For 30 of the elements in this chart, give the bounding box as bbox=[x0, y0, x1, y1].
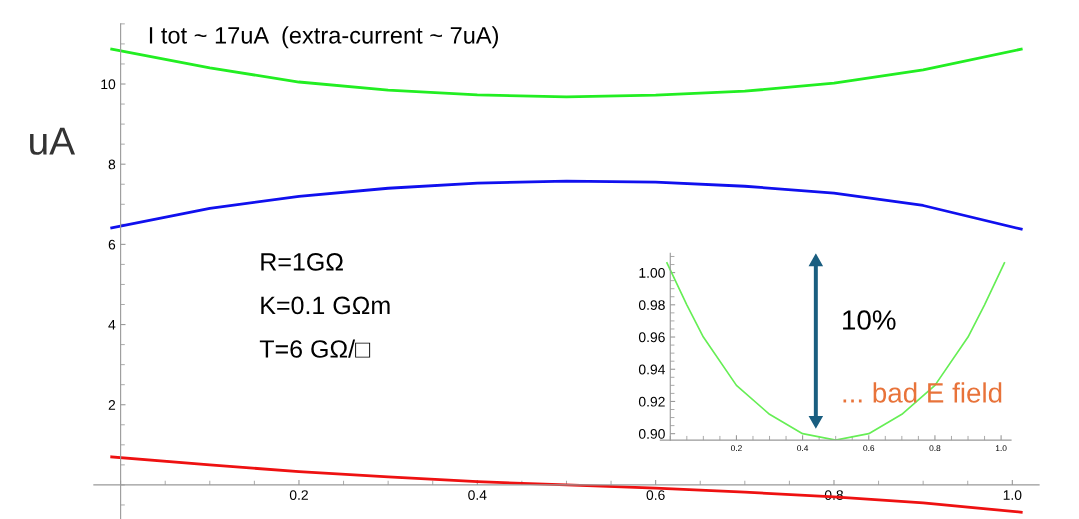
x-tick-label: 0.4 bbox=[468, 490, 487, 500]
line-series bbox=[666, 262, 1006, 441]
x-tick-label: 0.8 bbox=[929, 445, 941, 452]
y-tick-label: 0.92 bbox=[638, 396, 665, 407]
y-axis-title: uA bbox=[30, 127, 76, 155]
x-tick-label: 0.6 bbox=[646, 490, 665, 500]
chart-title: I tot ~ 17uA (extra-current ~ 7uA) bbox=[149, 26, 499, 49]
annotation: T=6 GΩ/□ bbox=[259, 339, 371, 358]
x-tick-label: 0.2 bbox=[289, 490, 308, 500]
x-tick-label: 1.0 bbox=[995, 445, 1007, 452]
y-tick-label: 0.90 bbox=[638, 429, 665, 439]
annotation: R=1GΩ bbox=[261, 253, 343, 271]
y-tick-label: 10 bbox=[101, 79, 116, 90]
y-tick-label: 8 bbox=[108, 159, 116, 170]
x-tick-label: 0.2 bbox=[730, 445, 742, 452]
y-tick-label: 0.96 bbox=[638, 332, 665, 343]
annotation: K=0.1 GΩm bbox=[261, 296, 390, 315]
x-tick-label: 1.0 bbox=[1003, 490, 1022, 500]
line-series bbox=[110, 455, 1023, 514]
annotation: 10% bbox=[843, 310, 896, 330]
y-tick-label: 4 bbox=[108, 320, 116, 330]
x-tick-label: 0.6 bbox=[863, 445, 875, 452]
y-tick-label: 6 bbox=[108, 239, 116, 250]
y-tick-label: 0.98 bbox=[638, 300, 665, 310]
y-tick-label: 0.94 bbox=[638, 364, 666, 375]
annotation: ... bad E field bbox=[843, 382, 1002, 403]
y-tick-label: 2 bbox=[108, 400, 116, 410]
line-series bbox=[110, 179, 1023, 231]
y-tick-label: 1.00 bbox=[639, 267, 665, 278]
x-tick-label: 0.4 bbox=[797, 445, 809, 452]
